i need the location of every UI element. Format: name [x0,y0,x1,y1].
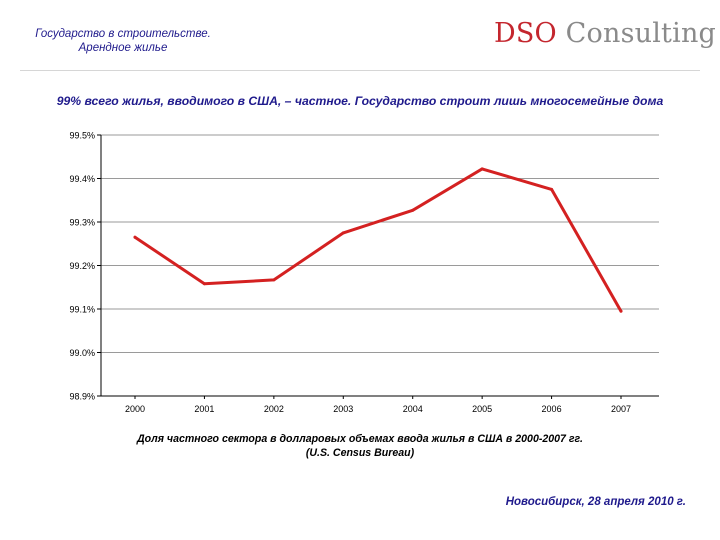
series-line-private-share [133,167,623,313]
dso-consulting-logo: DSO Consulting [494,18,716,49]
data-point [202,282,206,286]
x-tick-label: 2001 [194,404,214,414]
caption-source: (U.S. Census Bureau) [305,447,415,459]
data-point [272,278,276,282]
chart-caption: Доля частного сектора в долларовых объем… [0,432,720,460]
caption-line1: Доля частного сектора в долларовых объем… [137,433,583,445]
data-point [480,167,484,171]
data-point [133,235,137,239]
section-title-line1: Государство в строительстве. [35,28,211,40]
slide-headline: 99% всего жилья, вводимого в США, – част… [56,94,664,108]
x-tick-label: 2002 [264,404,284,414]
logo-dso: DSO [494,18,557,49]
header-divider [20,70,700,71]
section-title-line2: Арендное жилье [78,42,168,54]
y-tick-label: 98.9% [69,392,95,402]
y-tick-label: 99.4% [69,174,95,184]
footer-date-location: Новосибирск, 28 апреля 2010 г. [505,496,686,508]
y-tick-label: 99.3% [69,218,95,228]
x-tick-label: 2003 [333,404,353,414]
presentation-section-title: Государство в строительстве. Арендное жи… [20,27,226,55]
logo-consulting: Consulting [556,18,717,49]
x-tick-label: 2000 [125,404,145,414]
y-tick-label: 99.2% [69,261,95,271]
x-tick-label: 2007 [611,404,631,414]
x-tick-label: 2005 [472,404,492,414]
data-point [619,309,623,313]
data-point [411,208,415,212]
data-point [341,231,345,235]
x-tick-label: 2004 [403,404,423,414]
y-tick-label: 99.0% [69,348,95,358]
data-point [550,187,554,191]
y-tick-label: 99.1% [69,305,95,315]
x-tick-label: 2006 [542,404,562,414]
y-tick-label: 99.5% [69,131,95,141]
